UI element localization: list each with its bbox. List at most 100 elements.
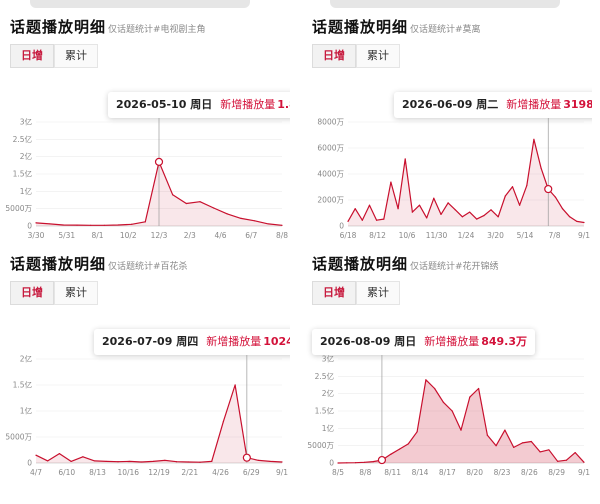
tab-cumulative[interactable]: 累计 — [54, 281, 98, 305]
x-tick-label: 8/12 — [369, 231, 386, 240]
data-point — [140, 461, 143, 463]
data-point — [226, 213, 228, 215]
y-tick-label: 5000万 — [5, 433, 32, 442]
data-point — [540, 167, 542, 169]
data-point — [447, 202, 449, 204]
data-point — [129, 460, 131, 463]
highlight-marker[interactable] — [377, 455, 387, 465]
data-point — [554, 196, 556, 198]
data-point — [117, 224, 119, 226]
tooltip-label: 新增播放量 — [506, 98, 562, 111]
series-area — [36, 385, 282, 463]
data-point — [354, 208, 356, 210]
data-point — [199, 201, 201, 203]
data-point — [211, 460, 213, 463]
data-point — [486, 434, 488, 436]
x-tick-label: 8/8 — [276, 231, 288, 240]
panel-title: 话题播放明细 — [312, 255, 409, 273]
data-point — [82, 456, 84, 458]
panel-dianshiju-zhujue: 话题播放明细 仅话题统计#电视剧主角 日增 累计 2026-05-10 周日 新增… — [0, 10, 290, 246]
x-tick-label: 3/20 — [487, 231, 504, 240]
data-point — [346, 462, 348, 464]
series-line — [35, 384, 283, 463]
data-point — [363, 461, 365, 463]
x-tick-label: 8/23 — [494, 468, 511, 477]
tab-cumulative[interactable]: 累计 — [356, 281, 400, 305]
y-tick-label: 0 — [27, 222, 32, 231]
x-tick-label: 12/3 — [151, 231, 168, 240]
data-point — [144, 221, 146, 223]
data-point — [504, 195, 506, 197]
x-tick-label: 10/16 — [117, 468, 139, 477]
y-tick-label: 1亿 — [322, 423, 335, 433]
data-point — [513, 446, 515, 448]
tab-daily[interactable]: 日增 — [312, 44, 356, 68]
tooltip-label: 新增播放量 — [206, 335, 262, 348]
data-point — [497, 216, 499, 218]
data-point — [281, 461, 283, 463]
data-point — [383, 218, 385, 220]
tab-cumulative[interactable]: 累计 — [356, 44, 400, 68]
data-point — [62, 224, 64, 226]
tab-group: 日增 累计 — [10, 281, 98, 305]
top-band-left — [30, 0, 250, 8]
tab-daily[interactable]: 日增 — [10, 44, 54, 68]
x-tick-label: 6/7 — [245, 231, 257, 240]
y-tick-label: 1亿 — [20, 406, 33, 416]
series-area — [338, 379, 584, 463]
data-point — [416, 431, 418, 433]
data-point — [185, 202, 187, 205]
y-tick-label: 2.5亿 — [13, 134, 33, 144]
data-point — [425, 379, 427, 381]
y-tick-label: 2000万 — [317, 196, 344, 205]
tooltip-label: 新增播放量 — [220, 98, 276, 111]
tooltip-date: 2026-06-09 周二 — [402, 98, 499, 111]
data-point — [548, 449, 550, 451]
data-point — [398, 448, 401, 450]
data-point — [372, 461, 374, 463]
tab-daily[interactable]: 日增 — [10, 281, 54, 305]
x-tick-label: 8/8 — [359, 468, 371, 477]
data-point — [347, 220, 349, 222]
tab-daily[interactable]: 日增 — [312, 281, 356, 305]
highlight-marker[interactable] — [242, 453, 251, 462]
tooltip-value: 849.3万 — [481, 335, 527, 348]
data-point — [461, 216, 464, 218]
tab-cumulative[interactable]: 累计 — [54, 44, 98, 68]
y-tick-label: 1亿 — [20, 186, 33, 196]
x-tick-label: 9/1 — [578, 468, 590, 477]
tooltip: 2026-08-09 周日 新增播放量 849.3万 — [312, 329, 535, 355]
data-point — [152, 460, 154, 463]
x-tick-label: 8/17 — [439, 468, 456, 477]
data-point — [533, 138, 535, 140]
highlight-marker[interactable] — [154, 157, 164, 166]
data-point — [70, 460, 72, 463]
data-point — [131, 223, 133, 225]
data-point — [337, 462, 339, 464]
x-tick-label: 8/14 — [412, 468, 429, 477]
x-tick-label: 9/1 — [578, 231, 590, 240]
y-tick-label: 8000万 — [317, 118, 344, 127]
data-point — [565, 459, 568, 461]
tooltip-date: 2026-05-10 周日 — [116, 98, 213, 111]
data-point — [442, 401, 445, 403]
data-point — [569, 216, 571, 218]
x-tick-label: 1/24 — [458, 231, 475, 240]
data-point — [411, 211, 413, 213]
data-point — [213, 207, 215, 209]
chart-canvas: 8000万 6000万 4000万 2000万 06/18 8/12 10/6 11/30 1/… — [317, 118, 590, 240]
data-point — [47, 460, 49, 462]
panel-subtitle: 仅话题统计#莫离 — [410, 25, 481, 35]
highlight-marker[interactable] — [544, 184, 553, 194]
data-point — [199, 461, 201, 463]
tab-group: 日增 累计 — [312, 44, 400, 68]
x-tick-label: 4/26 — [212, 468, 229, 477]
y-tick-label: 6000万 — [317, 144, 344, 153]
data-point — [93, 460, 96, 462]
data-point — [354, 462, 357, 464]
tooltip-date: 2026-08-09 周日 — [320, 335, 417, 348]
y-tick-label: 1.5亿 — [13, 380, 33, 390]
y-tick-label: 3亿 — [20, 118, 33, 127]
series-line — [347, 138, 585, 224]
